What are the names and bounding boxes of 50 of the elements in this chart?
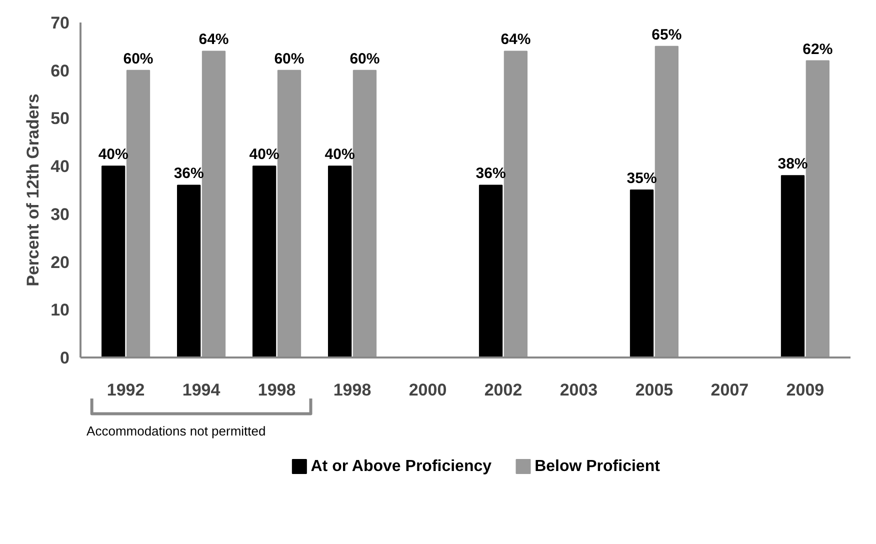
bar (504, 50, 528, 358)
bar (252, 166, 276, 358)
legend-label: At or Above Proficiency (310, 458, 492, 475)
bar (654, 46, 679, 358)
bar (328, 166, 352, 358)
data-label: 40% (98, 146, 128, 164)
y-tick-label: 30 (50, 204, 70, 224)
bar (630, 190, 654, 358)
x-tick-label: 1992 (106, 380, 145, 400)
data-label: 36% (174, 165, 204, 182)
bar (177, 184, 201, 358)
y-tick-label: 60 (50, 61, 70, 80)
x-tick-label: 1994 (182, 380, 221, 400)
bar (202, 50, 226, 358)
x-tick-label: 2002 (484, 380, 522, 400)
data-label: 40% (324, 146, 355, 164)
data-label: 36% (476, 165, 506, 182)
y-tick-label: 10 (50, 300, 70, 320)
x-tick-label: 1998 (333, 380, 372, 400)
data-label: 64% (500, 31, 531, 48)
data-label: 60% (274, 50, 304, 68)
bar (478, 184, 503, 358)
legend-label: Below Proficient (534, 458, 661, 475)
y-axis-title: Percent of 12th Graders (24, 94, 43, 286)
bar (352, 70, 377, 358)
bar (806, 60, 830, 358)
data-label: 60% (350, 50, 380, 68)
x-tick-label: 2007 (710, 380, 749, 400)
x-tick-label: 1998 (258, 380, 296, 400)
data-label: 62% (802, 40, 833, 58)
data-label: 38% (778, 156, 808, 173)
data-label: 60% (123, 50, 154, 68)
bar (277, 70, 302, 358)
x-tick-label: 2000 (408, 380, 447, 400)
data-label: 40% (249, 146, 280, 164)
x-tick-label: 2003 (560, 380, 598, 400)
data-label: 35% (626, 170, 657, 187)
y-tick-label: 0 (60, 348, 70, 368)
y-tick-label: 50 (50, 109, 70, 128)
x-tick-label: 2005 (635, 380, 674, 400)
bar (126, 70, 150, 358)
text: Accommodations not permitted (86, 423, 266, 438)
y-tick-label: 40 (50, 157, 70, 176)
bar (102, 166, 126, 358)
data-label: 64% (198, 31, 229, 48)
bar (780, 175, 805, 358)
y-tick-label: 20 (50, 252, 70, 272)
data-label: 65% (652, 26, 682, 44)
x-tick-label: 2009 (786, 380, 824, 400)
y-tick-label: 70 (50, 14, 70, 32)
